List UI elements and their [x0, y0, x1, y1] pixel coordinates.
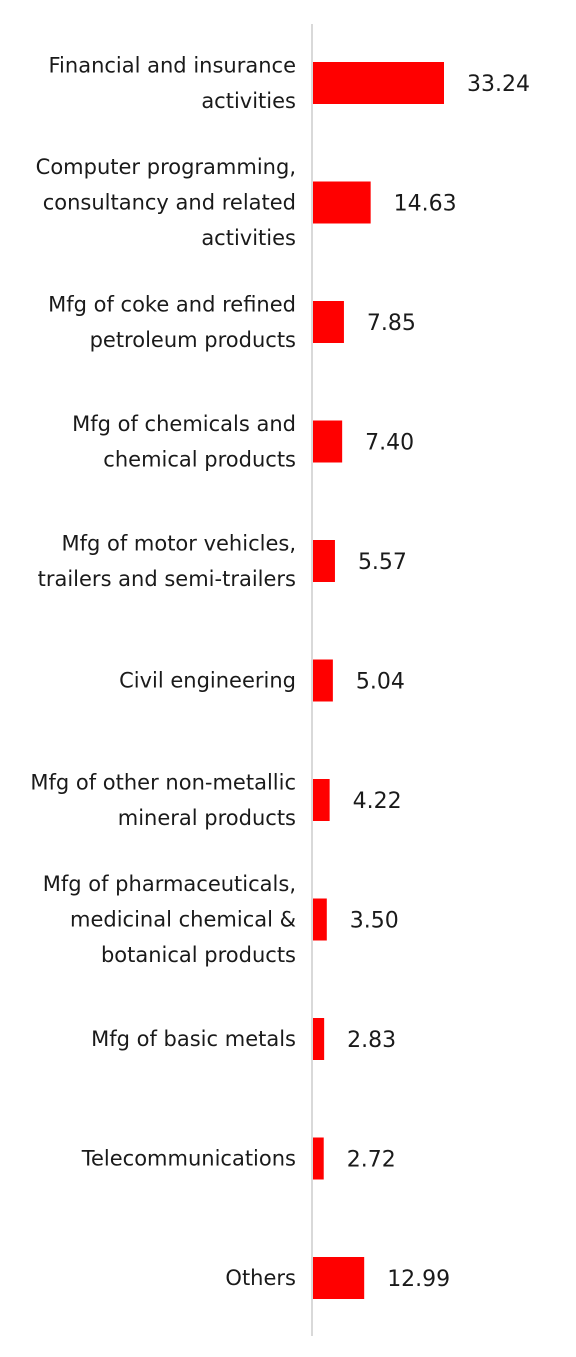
category-label: Mfg of coke and refined petroleum product… [48, 292, 296, 352]
category-label-line: petroleum products [90, 328, 296, 352]
category-label-line: activities [201, 226, 296, 250]
bar [313, 898, 327, 941]
value-label: 2.72 [347, 1148, 396, 1173]
category-labels: Financial and insurance activitiesCompute… [30, 53, 296, 1290]
bar [313, 779, 330, 821]
value-labels: 33.24 14.63 7.85 7.40 5.57 5.04 4.22 3.50 2.83 2.… [347, 72, 530, 1292]
category-label-line: Computer programming, [36, 155, 296, 179]
value-label: 5.04 [356, 670, 405, 695]
value-label: 4.22 [353, 789, 402, 814]
category-label-line: Mfg of pharmaceuticals, [43, 872, 296, 896]
value-label: 7.85 [367, 311, 416, 336]
value-label: 5.57 [358, 550, 407, 575]
bar [313, 181, 371, 224]
category-label-line: Mfg of basic metals [91, 1027, 296, 1051]
value-label: 7.40 [365, 431, 414, 456]
category-label-line: Financial and insurance [49, 53, 297, 77]
bar [313, 301, 344, 343]
category-label-line: Mfg of other non-metallic [30, 770, 296, 794]
category-label: Financial and insurance activities [49, 53, 297, 113]
category-label-line: botanical products [101, 943, 296, 967]
category-label: Civil engineering [119, 669, 296, 693]
bar [313, 1018, 325, 1060]
category-label-line: Mfg of coke and refined [48, 292, 296, 316]
category-label-line: mineral products [118, 806, 296, 830]
category-label: Others [225, 1266, 296, 1290]
category-label-line: medicinal chemical & [70, 908, 296, 932]
category-label-line: Others [225, 1266, 296, 1290]
category-label-line: Mfg of motor vehicles, [61, 531, 296, 555]
category-label: Mfg of pharmaceuticals, medicinal chemica… [43, 872, 296, 967]
bar [313, 1137, 324, 1180]
category-label: Mfg of other non-metallic mineral product… [30, 770, 296, 830]
category-label-line: consultancy and related [43, 191, 296, 215]
category-label-line: activities [201, 89, 296, 113]
category-label-line: Telecommunications [81, 1147, 296, 1171]
category-label-line: trailers and semi-trailers [38, 567, 296, 591]
value-label: 12.99 [387, 1267, 450, 1292]
category-label: Mfg of basic metals [91, 1027, 296, 1051]
category-label: Mfg of motor vehicles, trailers and semi-… [38, 531, 296, 591]
value-label: 33.24 [467, 72, 530, 97]
category-label: Computer programming, consultancy and rel… [36, 155, 296, 250]
value-label: 14.63 [394, 192, 457, 217]
bar [313, 659, 333, 702]
category-label-line: Civil engineering [119, 669, 296, 693]
category-label-line: chemical products [103, 447, 296, 471]
category-label: Mfg of chemicals and chemical products [72, 412, 296, 472]
bars [313, 62, 444, 1299]
bar [313, 420, 343, 463]
bar [313, 62, 444, 104]
bar [313, 540, 335, 582]
category-label: Telecommunications [81, 1147, 296, 1171]
category-label-line: Mfg of chemicals and [72, 412, 296, 436]
value-label: 3.50 [350, 909, 399, 934]
bar [313, 1257, 365, 1299]
value-label: 2.83 [347, 1028, 396, 1053]
